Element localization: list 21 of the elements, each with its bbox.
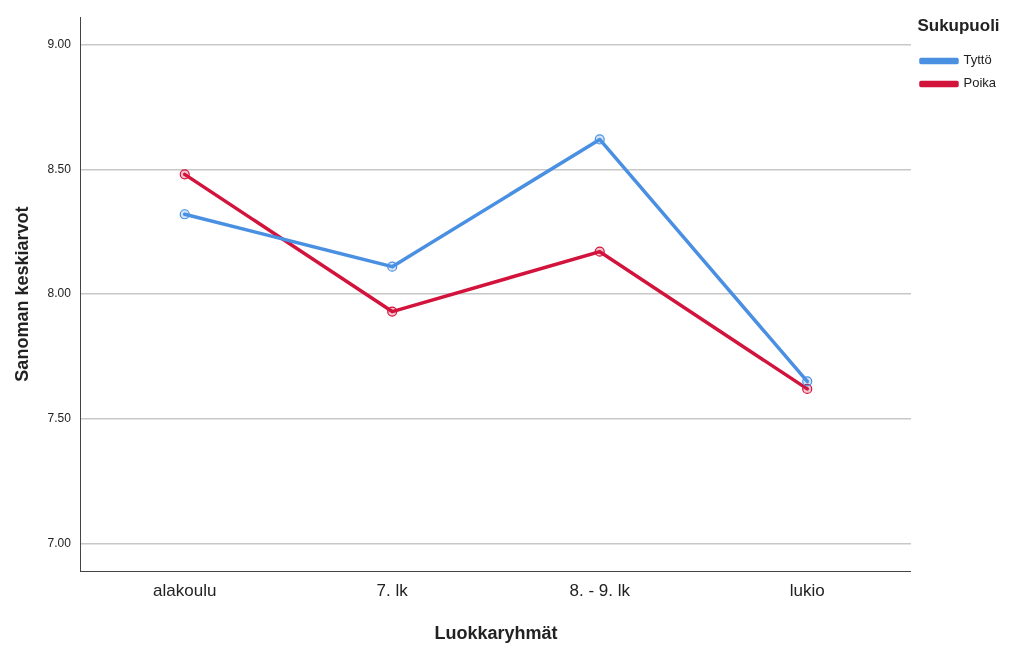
point	[594, 134, 605, 145]
x-tick-label: alakoulu	[153, 580, 217, 600]
point	[179, 169, 190, 180]
point	[387, 306, 398, 317]
point	[802, 376, 813, 387]
y-tick-label: 9.00	[47, 36, 72, 51]
x-tick-label: 8. - 9. lk	[569, 580, 631, 600]
legend-label: Poika	[963, 75, 997, 91]
y-tick-label: 7.50	[47, 411, 72, 426]
y-tick-label: 7.00	[47, 535, 72, 550]
y-tick-label: 8.00	[47, 286, 72, 301]
legend-label: Tyttö	[963, 52, 992, 68]
x-axis-title: Luokkaryhmät	[434, 623, 558, 644]
legend-title: Sukupuoli	[917, 16, 1000, 36]
point	[387, 261, 398, 272]
point	[179, 209, 190, 220]
point	[594, 246, 605, 257]
y-tick-label: 8.50	[47, 161, 72, 176]
y-axis-title: Sanoman keskiarvot	[11, 206, 32, 382]
x-tick-label: lukio	[789, 580, 825, 600]
x-tick-label: 7. lk	[376, 580, 409, 600]
